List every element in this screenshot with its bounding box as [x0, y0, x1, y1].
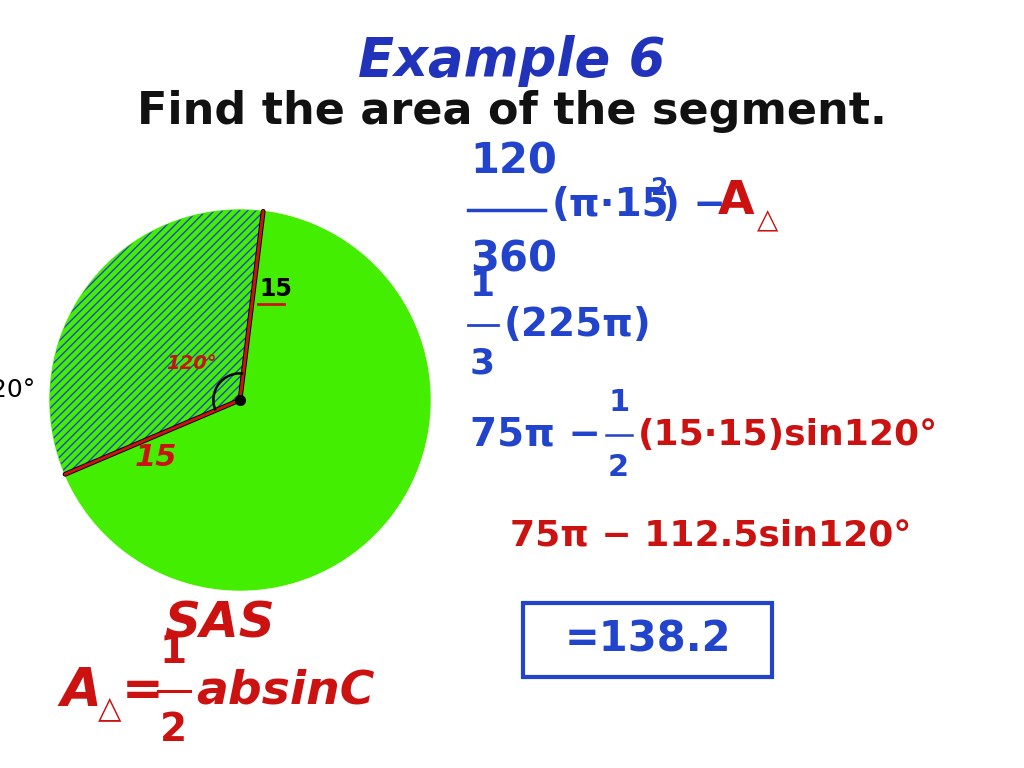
Text: Example 6: Example 6: [358, 35, 666, 87]
Text: 1: 1: [160, 633, 187, 671]
Text: SAS: SAS: [165, 599, 275, 647]
Text: 75π − 112.5sin120°: 75π − 112.5sin120°: [510, 518, 911, 552]
Text: 3: 3: [470, 347, 496, 381]
Text: Find the area of the segment.: Find the area of the segment.: [137, 90, 887, 133]
Text: 15: 15: [259, 276, 293, 301]
Text: 120: 120: [470, 140, 557, 182]
Text: 1: 1: [608, 388, 630, 417]
Text: =: =: [122, 667, 164, 715]
Text: 2: 2: [160, 711, 187, 749]
Text: 75π −: 75π −: [470, 416, 614, 454]
Text: 2: 2: [651, 176, 669, 200]
Text: 120°: 120°: [0, 378, 35, 402]
Text: (225π): (225π): [504, 306, 651, 344]
Text: 360: 360: [470, 238, 557, 280]
FancyBboxPatch shape: [523, 603, 772, 677]
Text: A: A: [718, 180, 755, 224]
Text: =138.2: =138.2: [564, 619, 731, 661]
Text: △: △: [757, 206, 778, 234]
Wedge shape: [50, 210, 263, 474]
Text: 120°: 120°: [166, 354, 217, 373]
Text: A: A: [60, 665, 101, 717]
Text: absinC: absinC: [196, 668, 375, 713]
Text: 15: 15: [135, 443, 177, 472]
Text: 1: 1: [470, 269, 496, 303]
Text: ) −: ) −: [662, 186, 739, 224]
Text: (π·15: (π·15: [552, 186, 670, 224]
Text: △: △: [98, 694, 122, 723]
Circle shape: [50, 210, 430, 590]
Text: 2: 2: [608, 453, 629, 482]
Text: (15·15)sin120°: (15·15)sin120°: [638, 418, 938, 452]
